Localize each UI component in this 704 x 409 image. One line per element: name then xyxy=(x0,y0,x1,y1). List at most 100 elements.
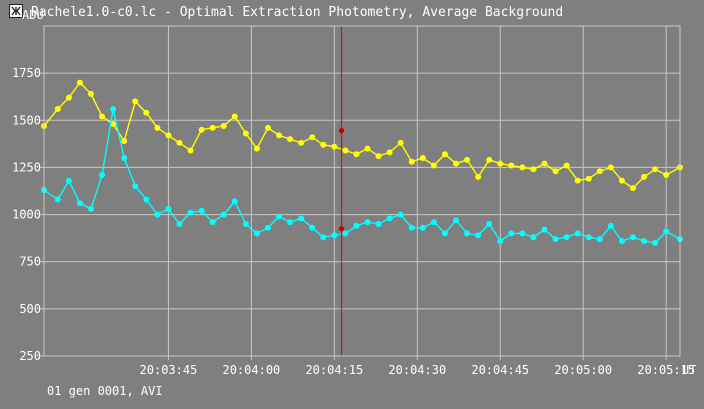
data-point xyxy=(563,162,570,169)
data-point xyxy=(386,215,393,222)
data-point xyxy=(508,162,515,169)
data-point xyxy=(276,132,283,139)
data-point xyxy=(574,177,581,184)
grid xyxy=(44,26,680,356)
series-line-cyan xyxy=(43,108,681,244)
data-point xyxy=(397,211,404,218)
x-tick-label: 20:05:15 xyxy=(637,363,695,377)
data-point xyxy=(231,113,238,120)
data-point xyxy=(209,219,216,226)
data-point xyxy=(198,126,205,133)
data-point xyxy=(187,147,194,154)
y-axis-label: ADU xyxy=(22,8,44,22)
data-point xyxy=(176,221,183,227)
data-point xyxy=(132,183,139,190)
data-point xyxy=(618,177,625,184)
data-point xyxy=(110,105,117,112)
x-tick-label: 20:04:30 xyxy=(388,363,446,377)
title-bar: Rachele1.0-c0.lc - Optimal Extraction Ph… xyxy=(0,0,704,26)
data-point xyxy=(552,168,559,175)
data-point xyxy=(408,158,415,165)
y-tick-label: 250 xyxy=(19,349,41,363)
data-point xyxy=(453,160,460,167)
data-point xyxy=(99,171,106,178)
data-point xyxy=(342,230,349,237)
data-point xyxy=(88,90,95,97)
data-point xyxy=(364,219,371,226)
data-point xyxy=(497,160,504,167)
data-point xyxy=(353,222,360,229)
data-point xyxy=(88,205,95,212)
y-tick-label: 500 xyxy=(19,302,41,316)
data-point xyxy=(298,215,305,222)
data-point xyxy=(176,139,183,146)
data-point xyxy=(342,147,349,154)
data-point xyxy=(154,211,161,218)
data-point xyxy=(464,156,471,163)
data-point xyxy=(464,230,471,237)
data-point xyxy=(386,149,393,156)
data-point xyxy=(530,234,537,241)
x-axis-label: UT xyxy=(682,363,696,377)
y-tick-label: 1500 xyxy=(12,113,41,127)
data-point xyxy=(54,105,61,112)
data-point xyxy=(475,232,482,239)
data-point xyxy=(574,230,581,237)
data-point xyxy=(121,138,128,145)
data-point xyxy=(165,205,172,212)
data-point xyxy=(242,221,249,227)
data-point xyxy=(132,98,139,105)
data-point xyxy=(242,130,249,137)
data-point xyxy=(453,217,460,224)
y-tick-label: 1000 xyxy=(12,208,41,222)
data-point xyxy=(331,232,338,239)
data-point xyxy=(419,224,426,231)
cursor-marker xyxy=(338,128,345,134)
data-point xyxy=(530,166,537,173)
series-layer xyxy=(41,79,683,246)
data-point xyxy=(364,145,371,152)
data-point xyxy=(419,155,426,161)
data-point xyxy=(508,230,515,237)
data-point xyxy=(607,222,614,229)
data-point xyxy=(353,151,360,158)
data-point xyxy=(585,234,592,241)
data-point xyxy=(552,236,559,243)
x-tick-label: 20:04:45 xyxy=(471,363,529,377)
data-point xyxy=(165,132,172,139)
x-tick-label: 20:04:00 xyxy=(222,363,280,377)
data-point xyxy=(652,166,659,173)
data-point xyxy=(430,219,437,226)
data-point xyxy=(99,113,106,120)
app-logo-glyph xyxy=(11,6,21,16)
data-point xyxy=(629,185,636,192)
data-point xyxy=(264,224,271,231)
data-point xyxy=(331,143,338,150)
data-point xyxy=(519,164,526,171)
data-point xyxy=(607,164,614,171)
x-tick-label: 20:04:15 xyxy=(305,363,363,377)
data-point xyxy=(641,173,648,180)
data-point xyxy=(486,156,493,163)
data-point xyxy=(497,237,504,244)
data-point xyxy=(121,155,128,161)
series-line-yellow xyxy=(43,81,681,190)
data-point xyxy=(231,198,238,205)
data-point xyxy=(154,124,161,131)
data-point xyxy=(441,151,448,158)
cursor-layer[interactable] xyxy=(338,26,345,356)
data-point xyxy=(375,153,382,160)
data-point xyxy=(475,173,482,180)
data-point xyxy=(253,230,260,237)
data-point xyxy=(663,171,670,178)
data-point xyxy=(641,237,648,244)
data-point xyxy=(143,109,150,116)
data-point xyxy=(652,239,659,246)
data-point xyxy=(65,94,72,101)
data-point xyxy=(618,237,625,244)
data-point xyxy=(76,200,83,207)
data-point xyxy=(220,211,227,218)
data-point xyxy=(519,230,526,237)
data-point xyxy=(596,236,603,243)
